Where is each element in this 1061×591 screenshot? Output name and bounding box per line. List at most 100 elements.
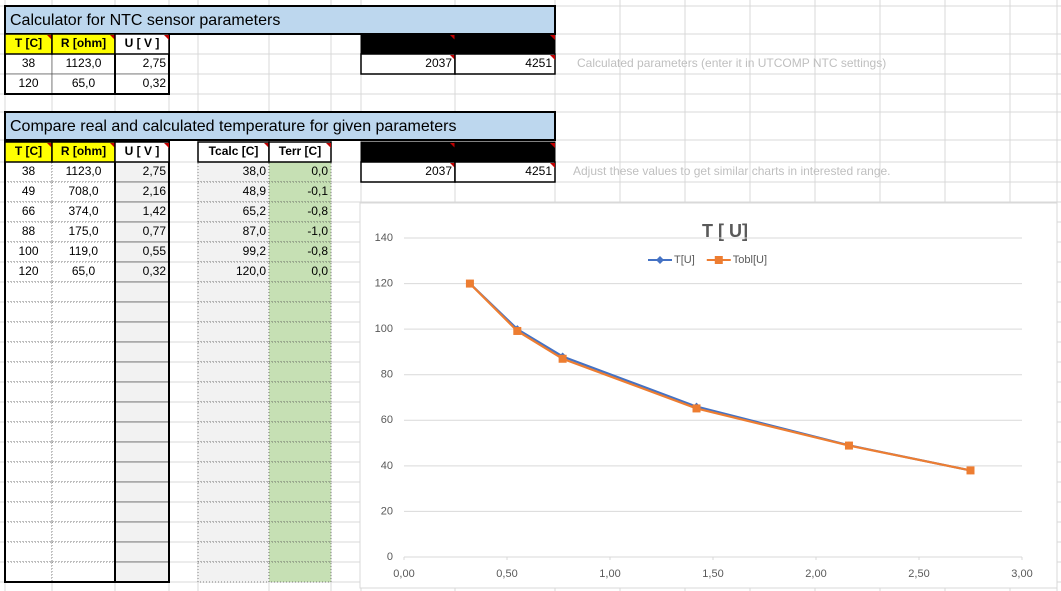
note: Adjust these values to get similar chart…	[573, 164, 891, 178]
cell-text: 65,2	[243, 204, 267, 218]
y-tick-label: 40	[381, 460, 393, 472]
cell	[268, 421, 332, 443]
marker	[465, 279, 474, 288]
series-line	[469, 282, 971, 472]
comment-flag	[450, 55, 455, 60]
cell	[4, 281, 53, 303]
cell-text: -0,8	[307, 204, 328, 218]
chart-title: T [ U]	[702, 221, 748, 241]
comment-flag	[550, 55, 555, 60]
cell	[114, 421, 170, 443]
cell	[197, 441, 270, 463]
comment-flag	[47, 143, 52, 148]
cell-text: 0,55	[143, 244, 167, 258]
cell-text: 1123,0	[66, 164, 102, 178]
cell	[4, 481, 53, 503]
cell-text: 38,0	[243, 164, 267, 178]
cell-text: 2,16	[143, 184, 167, 198]
cell	[268, 241, 332, 263]
cell-text: 120,0	[236, 264, 266, 278]
cell	[114, 561, 170, 583]
cell	[4, 401, 53, 423]
comment-flag	[326, 143, 331, 148]
x-tick-label: 3,00	[1011, 568, 1032, 580]
comment-flag	[550, 143, 555, 148]
cell	[51, 501, 116, 523]
cell	[51, 441, 116, 463]
x-tick-label: 2,00	[805, 568, 826, 580]
column-header: T [C]	[15, 36, 42, 50]
cell	[197, 341, 270, 363]
marker	[692, 404, 701, 413]
cell	[268, 281, 332, 303]
cell	[454, 53, 556, 75]
cell	[268, 501, 332, 523]
cell-text: 65,0	[72, 76, 96, 90]
cell-text: 65,0	[72, 264, 96, 278]
x-tick-label: 0,00	[393, 568, 414, 580]
cell	[197, 361, 270, 383]
comment-flag	[110, 143, 115, 148]
cell	[197, 381, 270, 403]
cell	[268, 521, 332, 543]
column-header: U [ V ]	[125, 144, 160, 158]
y-tick-label: 60	[381, 414, 393, 426]
legend-label: Tobl[U]	[733, 254, 767, 266]
cell	[268, 181, 332, 203]
cell	[197, 281, 270, 303]
table-title: Compare real and calculated temperature …	[10, 118, 456, 135]
cell	[268, 341, 332, 363]
cell-text: 38	[22, 164, 36, 178]
cell-text: -1,0	[307, 224, 328, 238]
cell	[51, 561, 116, 583]
x-tick-label: 1,50	[702, 568, 723, 580]
cell	[4, 541, 53, 563]
cell-text: 2,75	[143, 56, 167, 70]
cell	[197, 321, 270, 343]
param-header: R(25C) [ohm]	[370, 144, 445, 158]
cell	[268, 261, 332, 283]
cell	[4, 5, 556, 35]
cell-text: 1123,0	[66, 56, 102, 70]
comment-flag	[450, 35, 455, 40]
cell	[51, 421, 116, 443]
cell-text: 0,32	[143, 76, 167, 90]
cell	[4, 361, 53, 383]
cell	[51, 301, 116, 323]
cell	[51, 481, 116, 503]
cell	[4, 421, 53, 443]
cell-text: 2,75	[143, 164, 167, 178]
cell	[51, 461, 116, 483]
x-tick-label: 2,50	[908, 568, 929, 580]
x-tick-label: 1,00	[599, 568, 620, 580]
cell-text: 175,0	[68, 224, 98, 238]
marker	[966, 466, 975, 475]
y-tick-label: 140	[375, 232, 393, 244]
cell	[197, 301, 270, 323]
cell-text: 99,2	[243, 244, 267, 258]
cell	[268, 321, 332, 343]
cell	[4, 561, 53, 583]
cell-text: 100	[18, 244, 38, 258]
cell	[4, 521, 53, 543]
cell	[268, 561, 332, 583]
cell-text: 48,9	[243, 184, 267, 198]
cell-text: 66	[22, 204, 36, 218]
cell	[51, 281, 116, 303]
column-header: Terr [C]	[279, 144, 321, 158]
param-value: 2037	[425, 164, 452, 178]
comment-flag	[450, 143, 455, 148]
cell	[114, 401, 170, 423]
cell-text: 0,32	[143, 264, 167, 278]
cell	[114, 321, 170, 343]
cell-text: 88	[22, 224, 36, 238]
cell	[268, 441, 332, 463]
cell	[114, 301, 170, 323]
marker	[558, 354, 567, 363]
comment-flag	[450, 163, 455, 168]
y-tick-label: 100	[375, 323, 393, 335]
cell-text: 0,0	[311, 164, 328, 178]
cell	[114, 521, 170, 543]
y-tick-label: 80	[381, 369, 393, 381]
